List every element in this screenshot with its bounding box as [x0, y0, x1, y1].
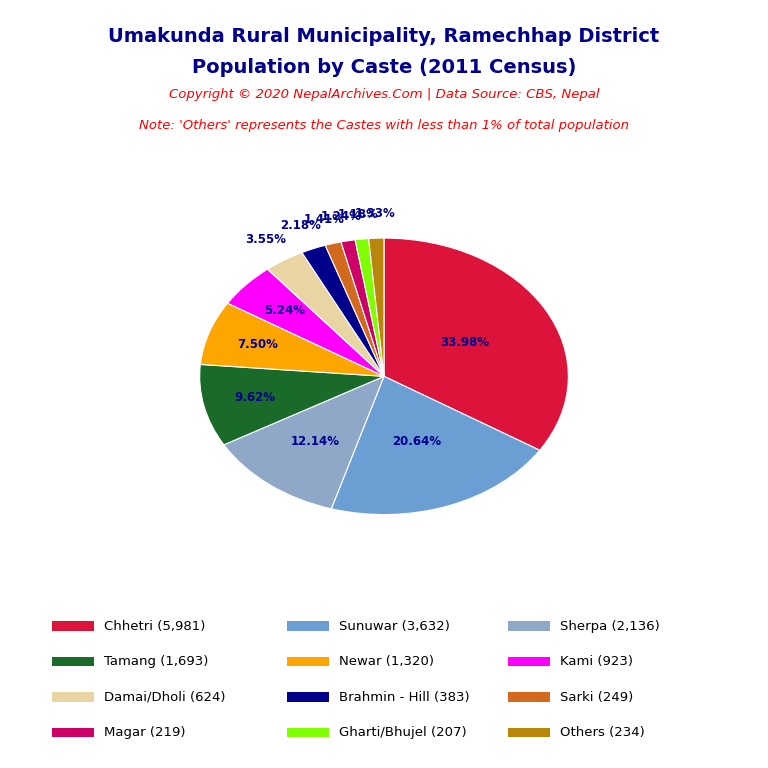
Text: Damai/Dholi (624): Damai/Dholi (624): [104, 690, 226, 703]
Wedge shape: [200, 303, 384, 376]
Text: 5.24%: 5.24%: [264, 304, 305, 317]
FancyBboxPatch shape: [287, 692, 329, 702]
Text: Brahmin - Hill (383): Brahmin - Hill (383): [339, 690, 470, 703]
Text: Umakunda Rural Municipality, Ramechhap District: Umakunda Rural Municipality, Ramechhap D…: [108, 27, 660, 46]
FancyBboxPatch shape: [508, 692, 550, 702]
Text: 9.62%: 9.62%: [234, 391, 275, 404]
Text: 33.98%: 33.98%: [440, 336, 489, 349]
Text: Note: 'Others' represents the Castes with less than 1% of total population: Note: 'Others' represents the Castes wit…: [139, 119, 629, 132]
Text: Others (234): Others (234): [560, 726, 645, 739]
FancyBboxPatch shape: [287, 657, 329, 667]
Text: Tamang (1,693): Tamang (1,693): [104, 655, 208, 668]
Text: Kami (923): Kami (923): [560, 655, 634, 668]
Text: Newar (1,320): Newar (1,320): [339, 655, 434, 668]
FancyBboxPatch shape: [52, 621, 94, 631]
Wedge shape: [331, 376, 540, 515]
Text: Sarki (249): Sarki (249): [560, 690, 634, 703]
Text: Copyright © 2020 NepalArchives.Com | Data Source: CBS, Nepal: Copyright © 2020 NepalArchives.Com | Dat…: [169, 88, 599, 101]
Wedge shape: [384, 238, 568, 450]
FancyBboxPatch shape: [508, 621, 550, 631]
Text: Chhetri (5,981): Chhetri (5,981): [104, 620, 205, 633]
Text: Population by Caste (2011 Census): Population by Caste (2011 Census): [192, 58, 576, 77]
Text: 20.64%: 20.64%: [392, 435, 441, 448]
Text: Magar (219): Magar (219): [104, 726, 186, 739]
Text: 1.41%: 1.41%: [303, 213, 344, 226]
Text: Gharti/Bhujel (207): Gharti/Bhujel (207): [339, 726, 467, 739]
Wedge shape: [200, 365, 384, 445]
Text: 1.24%: 1.24%: [321, 210, 362, 223]
Wedge shape: [341, 240, 384, 376]
Wedge shape: [227, 269, 384, 376]
Text: 12.14%: 12.14%: [291, 435, 339, 448]
Wedge shape: [224, 376, 384, 508]
Wedge shape: [302, 245, 384, 376]
Text: 7.50%: 7.50%: [237, 339, 279, 351]
Text: Sherpa (2,136): Sherpa (2,136): [560, 620, 660, 633]
FancyBboxPatch shape: [287, 621, 329, 631]
Text: 2.18%: 2.18%: [280, 219, 321, 232]
FancyBboxPatch shape: [52, 692, 94, 702]
FancyBboxPatch shape: [508, 657, 550, 667]
Text: 3.55%: 3.55%: [246, 233, 286, 246]
Text: 1.18%: 1.18%: [337, 208, 379, 221]
FancyBboxPatch shape: [287, 728, 329, 737]
Text: Sunuwar (3,632): Sunuwar (3,632): [339, 620, 450, 633]
Wedge shape: [369, 238, 384, 376]
FancyBboxPatch shape: [52, 728, 94, 737]
FancyBboxPatch shape: [508, 728, 550, 737]
Wedge shape: [355, 239, 384, 376]
Wedge shape: [325, 242, 384, 376]
Wedge shape: [267, 253, 384, 376]
FancyBboxPatch shape: [52, 657, 94, 667]
Text: 1.33%: 1.33%: [355, 207, 396, 220]
